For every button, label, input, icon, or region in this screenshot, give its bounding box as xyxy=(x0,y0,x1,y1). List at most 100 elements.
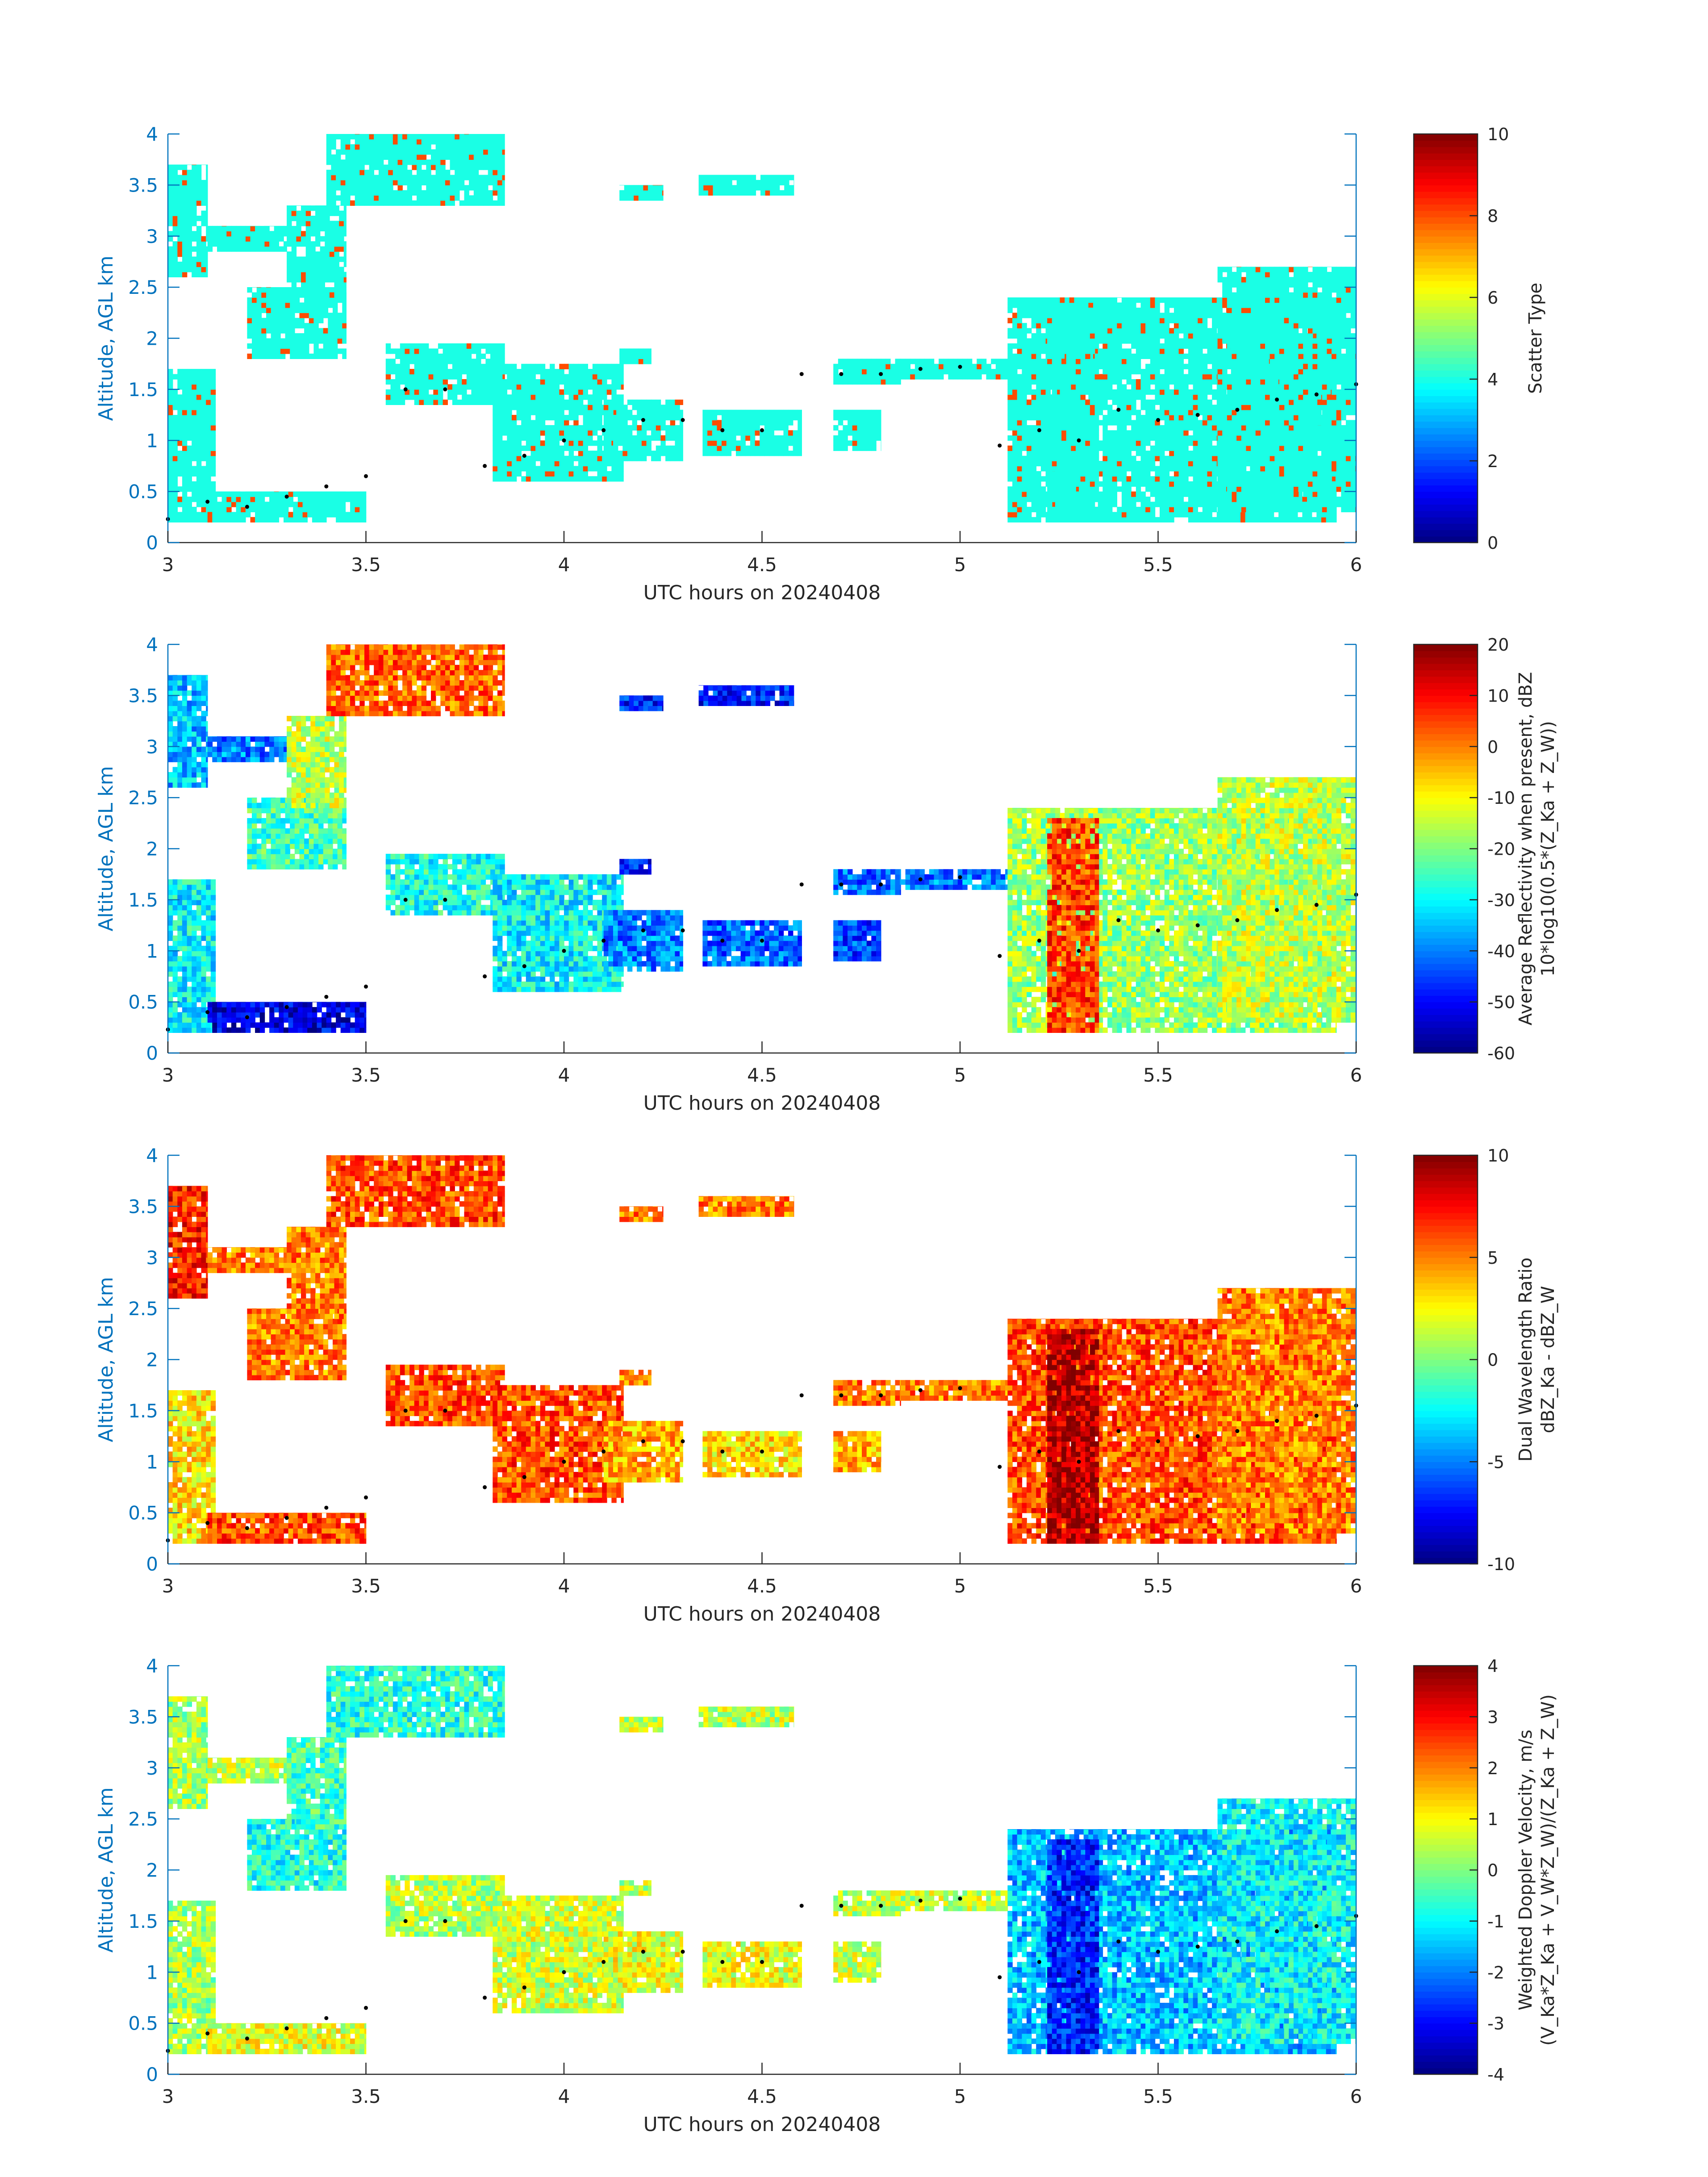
echo-cell xyxy=(398,195,403,201)
echo-cell xyxy=(647,425,651,430)
echo-cell xyxy=(419,384,424,389)
echo-cell xyxy=(564,466,569,471)
echo-cell xyxy=(1017,308,1022,313)
echo-cell xyxy=(953,369,958,374)
echo-cell xyxy=(991,359,996,364)
echo-cell xyxy=(526,476,531,481)
echo-cell xyxy=(535,369,540,374)
echo-cell xyxy=(948,374,953,380)
echo-cell xyxy=(290,328,295,334)
echo-cell xyxy=(182,195,187,201)
echo-cell xyxy=(1041,384,1046,389)
echo-cell xyxy=(934,374,939,380)
echo-cell xyxy=(315,226,320,231)
echo-cell xyxy=(292,257,296,262)
echo-cell xyxy=(300,313,305,318)
echo-cell xyxy=(206,471,211,476)
echo-cell xyxy=(192,384,196,389)
echo-cell xyxy=(507,466,512,471)
echo-cell xyxy=(555,430,560,435)
echo-cell xyxy=(405,343,409,349)
echo-cell xyxy=(741,415,746,420)
echo-cell xyxy=(608,456,613,461)
echo-cell xyxy=(741,425,746,430)
echo-cell xyxy=(607,369,612,374)
echo-cell xyxy=(173,497,178,502)
echo-cell xyxy=(307,492,312,497)
echo-cell xyxy=(769,440,774,446)
echo-cell xyxy=(564,430,569,435)
echo-cell xyxy=(712,410,717,415)
echo-cell xyxy=(737,185,742,190)
echo-cell xyxy=(1036,354,1041,359)
echo-cell xyxy=(751,175,756,180)
echo-cell xyxy=(287,226,292,231)
echo-cell xyxy=(422,175,426,180)
echo-cell xyxy=(177,425,182,430)
echo-cell xyxy=(201,420,206,426)
echo-cell xyxy=(419,364,424,369)
echo-cell xyxy=(393,165,398,170)
echo-cell xyxy=(402,155,407,160)
echo-cell xyxy=(535,405,540,410)
echo-cell xyxy=(333,343,338,349)
echo-cell xyxy=(330,272,334,277)
echo-cell xyxy=(604,440,609,446)
echo-cell xyxy=(597,456,602,461)
echo-cell xyxy=(336,170,341,175)
echo-cell xyxy=(339,257,344,262)
echo-cell xyxy=(608,415,613,420)
echo-cell xyxy=(793,446,798,451)
echo-cell xyxy=(1017,364,1022,369)
echo-cell xyxy=(774,435,779,441)
echo-cell xyxy=(422,149,426,155)
echo-cell xyxy=(452,394,457,400)
echo-cell xyxy=(867,446,872,451)
echo-cell xyxy=(760,451,764,456)
echo-cell xyxy=(182,435,187,441)
echo-cell xyxy=(395,384,400,389)
echo-cell xyxy=(177,420,182,426)
echo-cell xyxy=(350,201,355,206)
echo-cell xyxy=(588,374,593,380)
echo-cell xyxy=(419,359,424,364)
echo-cell xyxy=(555,456,560,461)
echo-cell xyxy=(507,374,512,380)
echo-cell xyxy=(315,236,320,242)
echo-cell xyxy=(703,190,708,196)
echo-cell xyxy=(395,364,400,369)
echo-cell xyxy=(196,471,201,476)
echo-cell xyxy=(1012,379,1017,384)
echo-cell xyxy=(764,435,769,441)
echo-cell xyxy=(588,369,593,374)
echo-cell xyxy=(364,517,366,522)
echo-cell xyxy=(1027,466,1031,471)
echo-cell xyxy=(507,451,512,456)
echo-cell xyxy=(257,328,262,334)
echo-cell xyxy=(996,374,1001,380)
echo-cell xyxy=(727,451,731,456)
echo-cell xyxy=(1031,364,1036,369)
echo-cell xyxy=(182,440,187,446)
echo-cell xyxy=(338,323,342,328)
echo-cell xyxy=(502,440,507,446)
echo-cell xyxy=(374,185,379,190)
echo-cell xyxy=(206,175,208,180)
echo-cell xyxy=(345,201,350,206)
echo-cell xyxy=(838,359,843,364)
echo-cell xyxy=(996,364,1001,369)
echo-cell xyxy=(417,139,422,144)
echo-cell xyxy=(355,517,360,522)
echo-cell xyxy=(391,400,396,405)
echo-cell xyxy=(318,338,323,344)
echo-cell xyxy=(573,369,578,374)
echo-cell xyxy=(173,456,178,461)
echo-cell xyxy=(1036,512,1041,517)
echo-cell xyxy=(307,507,312,512)
echo-cell xyxy=(364,190,369,196)
echo-cell xyxy=(345,165,350,170)
echo-cell xyxy=(445,190,450,196)
echo-cell xyxy=(182,201,187,206)
echo-cell xyxy=(280,338,285,344)
echo-cell xyxy=(876,359,881,364)
